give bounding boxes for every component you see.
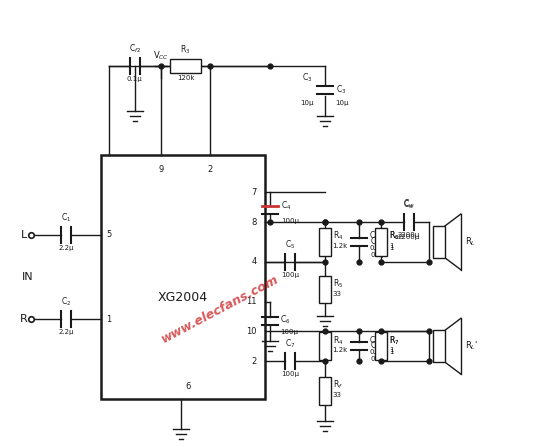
- Text: 2.2μ: 2.2μ: [58, 245, 74, 251]
- Text: www.elecfans.com: www.elecfans.com: [160, 273, 281, 346]
- Text: 0.1μ: 0.1μ: [370, 349, 385, 355]
- Text: V$_{CC}$: V$_{CC}$: [153, 50, 169, 62]
- Text: 2: 2: [252, 357, 257, 366]
- Bar: [375, 332, 387, 360]
- Text: 5: 5: [106, 231, 111, 240]
- Text: C$_2$: C$_2$: [61, 296, 71, 309]
- Text: C$_{f2}$: C$_{f2}$: [129, 42, 141, 55]
- Text: 1: 1: [106, 315, 111, 324]
- Text: 1: 1: [390, 245, 394, 251]
- Text: R$_6$: R$_6$: [390, 230, 400, 242]
- Text: 4: 4: [252, 257, 257, 266]
- Text: 100μ: 100μ: [281, 371, 299, 377]
- Text: 100μ: 100μ: [280, 329, 298, 335]
- Text: C$_6$: C$_6$: [280, 313, 291, 326]
- Text: 10: 10: [247, 327, 257, 336]
- Text: R$_L$': R$_L$': [465, 340, 478, 352]
- Text: C$_8$: C$_8$: [370, 230, 380, 242]
- Text: 1: 1: [390, 347, 394, 353]
- Text: XG2004: XG2004: [158, 290, 208, 304]
- Bar: [433, 330, 445, 362]
- Text: 2200μ: 2200μ: [398, 232, 420, 238]
- Text: 6: 6: [186, 382, 191, 391]
- Text: 0.1μ: 0.1μ: [370, 245, 385, 251]
- Text: IN: IN: [22, 272, 33, 282]
- Text: 2200μ: 2200μ: [398, 234, 420, 240]
- Text: C$_7$: C$_7$: [285, 338, 295, 350]
- Text: C$_4$: C$_4$: [281, 200, 292, 212]
- Text: C$_w$: C$_w$: [403, 198, 415, 210]
- Text: 2.2μ: 2.2μ: [58, 329, 74, 335]
- Bar: [319, 228, 331, 256]
- Text: 0.1μ: 0.1μ: [371, 252, 386, 258]
- Text: R$_4$: R$_4$: [333, 334, 343, 347]
- Text: 0.1μ: 0.1μ: [127, 76, 143, 82]
- Text: 100μ: 100μ: [281, 272, 299, 278]
- Bar: [319, 276, 331, 303]
- Text: 33: 33: [333, 290, 341, 297]
- Text: 33: 33: [333, 392, 341, 398]
- Text: R$_4$: R$_4$: [333, 230, 343, 242]
- Text: R$_6$: R$_6$: [390, 230, 400, 242]
- Bar: [170, 59, 201, 73]
- Text: C$_3$: C$_3$: [301, 71, 312, 84]
- Text: 1.2k: 1.2k: [333, 243, 348, 249]
- Bar: [319, 332, 331, 360]
- Text: 7: 7: [252, 188, 257, 197]
- Text: C$_3$: C$_3$: [335, 83, 346, 96]
- Text: 2: 2: [208, 165, 213, 174]
- Text: 10μ: 10μ: [300, 100, 314, 106]
- Text: 1.2k: 1.2k: [333, 347, 348, 353]
- Bar: [433, 226, 445, 258]
- Text: C$_1$: C$_1$: [61, 211, 71, 224]
- Text: R$_7$: R$_7$: [390, 334, 400, 347]
- Text: L: L: [21, 230, 27, 240]
- Text: C$_5$: C$_5$: [285, 238, 295, 251]
- Text: R$_5$: R$_5$: [333, 277, 343, 290]
- Text: 8: 8: [252, 218, 257, 227]
- Bar: [319, 377, 331, 405]
- Text: R$_f$: R$_f$: [333, 379, 342, 391]
- Text: C$_w$: C$_w$: [403, 198, 415, 211]
- Text: R$_7$: R$_7$: [390, 334, 400, 347]
- Text: 10μ: 10μ: [335, 100, 349, 106]
- Bar: [101, 155, 265, 399]
- Text: 0.1μ: 0.1μ: [371, 356, 386, 362]
- Text: C$_9$: C$_9$: [370, 334, 380, 347]
- Text: R: R: [19, 314, 28, 324]
- Text: 100μ: 100μ: [281, 218, 299, 224]
- Text: 1: 1: [390, 243, 394, 249]
- Text: 1: 1: [390, 349, 394, 355]
- Text: R$_L$: R$_L$: [465, 235, 476, 248]
- Text: C$_9$: C$_9$: [371, 340, 381, 352]
- Text: 9: 9: [158, 165, 163, 174]
- Text: 11: 11: [247, 297, 257, 306]
- Bar: [375, 228, 387, 256]
- Text: 120k: 120k: [177, 75, 194, 81]
- Text: C$_8$: C$_8$: [371, 235, 381, 248]
- Text: R$_3$: R$_3$: [180, 44, 191, 56]
